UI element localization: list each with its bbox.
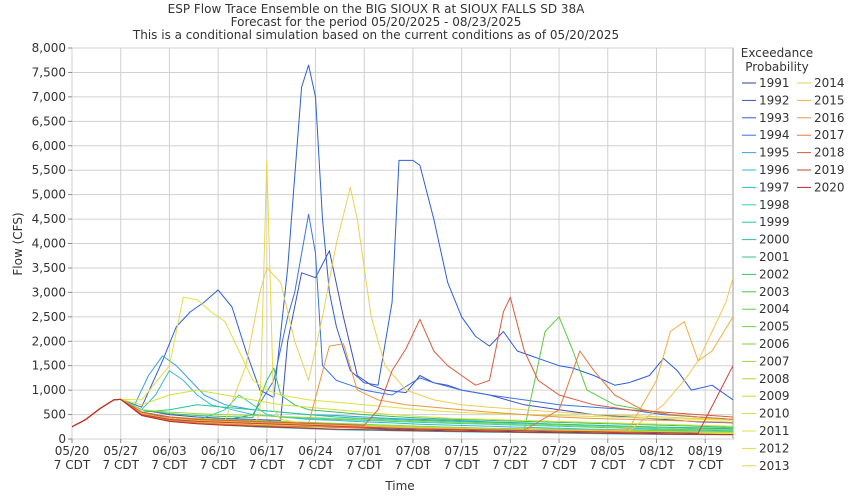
x-tick-tz: 7 CDT [249, 458, 286, 472]
legend-item-2018: 2018 [814, 146, 845, 160]
y-tick-label: 6,000 [32, 139, 66, 153]
x-tick-date: 08/12 [639, 444, 674, 458]
series-lines [72, 64, 733, 436]
legend-item-2011: 2011 [759, 424, 790, 438]
y-tick-label: 4,500 [32, 212, 66, 226]
legend-item-2002: 2002 [759, 267, 790, 281]
legend-item-2017: 2017 [814, 128, 845, 142]
y-tick-label: 8,000 [32, 41, 66, 55]
x-tick-date: 07/29 [542, 444, 577, 458]
x-tick-date: 07/15 [444, 444, 479, 458]
x-tick-date: 05/20 [55, 444, 90, 458]
legend-item-2019: 2019 [814, 163, 845, 177]
legend-item-2020: 2020 [814, 180, 845, 194]
x-tick-tz: 7 CDT [297, 458, 334, 472]
legend-item-2003: 2003 [759, 285, 790, 299]
x-tick-date: 08/19 [688, 444, 723, 458]
legend-item-2014: 2014 [814, 76, 845, 90]
legend-item-2007: 2007 [759, 354, 790, 368]
y-tick-label: 3,000 [32, 285, 66, 299]
x-tick-date: 08/05 [590, 444, 625, 458]
y-tick-label: 500 [43, 408, 66, 422]
legend-item-2005: 2005 [759, 320, 790, 334]
legend-item-1999: 1999 [759, 215, 790, 229]
x-tick-date: 07/22 [493, 444, 528, 458]
x-tick-tz: 7 CDT [151, 458, 188, 472]
y-tick-label: 2,500 [32, 310, 66, 324]
chart-title: ESP Flow Trace Ensemble on the BIG SIOUX… [132, 2, 619, 42]
series-line-2011 [72, 296, 733, 428]
legend-title-line-2: Probability [745, 60, 808, 74]
x-axis-label: Time [384, 479, 414, 493]
x-tick-tz: 7 CDT [443, 458, 480, 472]
legend-item-2009: 2009 [759, 389, 790, 403]
x-tick-tz: 7 CDT [638, 458, 675, 472]
legend-title-line-1: Exceedance [741, 46, 813, 60]
x-tick-tz: 7 CDT [541, 458, 578, 472]
legend-item-1998: 1998 [759, 198, 790, 212]
legend-item-1995: 1995 [759, 146, 790, 160]
x-tick-date: 07/08 [396, 444, 431, 458]
y-tick-label: 5,000 [32, 188, 66, 202]
x-tick-date: 05/27 [103, 444, 138, 458]
legend-item-2004: 2004 [759, 302, 790, 316]
legend: Exceedance Probability 1991 1992 1993 1994 1… [741, 46, 845, 473]
legend-item-1991: 1991 [759, 76, 790, 90]
y-tick-label: 2,000 [32, 334, 66, 348]
legend-item-2001: 2001 [759, 250, 790, 264]
x-tick-date: 06/24 [298, 444, 333, 458]
legend-item-1996: 1996 [759, 163, 790, 177]
y-tick-label: 1,000 [32, 383, 66, 397]
y-tick-label: 6,500 [32, 114, 66, 128]
x-tick-date: 06/10 [201, 444, 236, 458]
legend-item-2013: 2013 [759, 459, 790, 473]
x-tick-tz: 7 CDT [346, 458, 383, 472]
y-tick-label: 5,500 [32, 163, 66, 177]
y-tick-label: 7,500 [32, 65, 66, 79]
x-tick-date: 06/17 [250, 444, 285, 458]
legend-item-2000: 2000 [759, 233, 790, 247]
legend-item-1994: 1994 [759, 128, 790, 142]
x-tick-tz: 7 CDT [590, 458, 627, 472]
legend-item-2006: 2006 [759, 337, 790, 351]
series-line-2018 [72, 296, 733, 428]
legend-item-2012: 2012 [759, 441, 790, 455]
title-line-3: This is a conditional simulation based o… [132, 28, 619, 42]
title-line-2: Forecast for the period 05/20/2025 - 08/… [231, 15, 522, 29]
x-tick-tz: 7 CDT [687, 458, 724, 472]
legend-item-2008: 2008 [759, 372, 790, 386]
y-axis-label: Flow (CFS) [11, 212, 25, 275]
legend-item-2010: 2010 [759, 407, 790, 421]
legend-item-1997: 1997 [759, 180, 790, 194]
legend-item-1993: 1993 [759, 111, 790, 125]
series-line-2020 [72, 398, 733, 436]
title-line-1: ESP Flow Trace Ensemble on the BIG SIOUX… [168, 2, 586, 16]
y-tick-label: 7,000 [32, 90, 66, 104]
x-tick-date: 06/03 [152, 444, 187, 458]
y-axis-ticks: 0 500 1,000 1,500 2,000 2,500 3,000 3,500 4,000 4… [32, 41, 72, 446]
legend-item-1992: 1992 [759, 93, 790, 107]
y-tick-label: 1,500 [32, 359, 66, 373]
y-tick-label: 4,000 [32, 237, 66, 251]
series-line-1993 [72, 64, 733, 428]
x-tick-tz: 7 CDT [395, 458, 432, 472]
x-tick-tz: 7 CDT [492, 458, 529, 472]
y-tick-label: 0 [58, 432, 66, 446]
x-tick-tz: 7 CDT [200, 458, 237, 472]
y-tick-label: 3,500 [32, 261, 66, 275]
x-tick-tz: 7 CDT [103, 458, 140, 472]
grid-lines [71, 47, 733, 440]
legend-item-2015: 2015 [814, 93, 845, 107]
x-tick-tz: 7 CDT [54, 458, 91, 472]
legend-item-2016: 2016 [814, 111, 845, 125]
x-tick-date: 07/01 [347, 444, 382, 458]
